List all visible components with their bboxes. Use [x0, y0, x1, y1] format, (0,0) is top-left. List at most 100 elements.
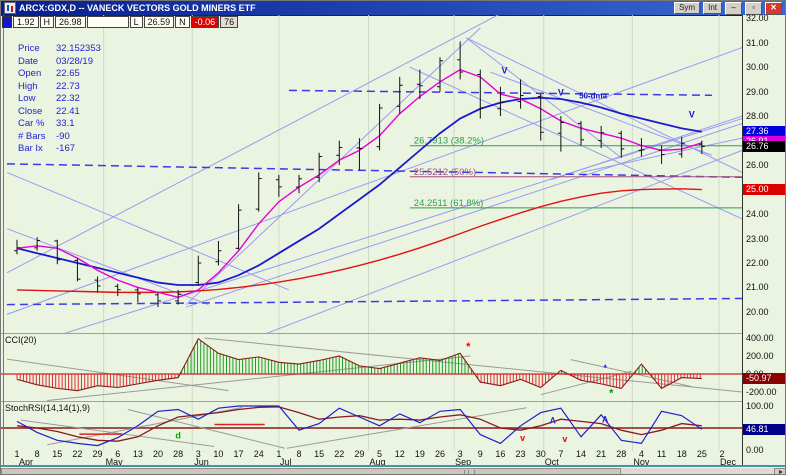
info-label: Low: [18, 93, 36, 104]
price-ytick: 21.00: [746, 282, 769, 293]
x-month-label: Nov: [633, 457, 650, 467]
quote-field: 76: [220, 16, 239, 28]
info-row: Bar Ix -167: [18, 143, 101, 156]
x-month-label: May: [105, 457, 123, 467]
quote-field: L: [129, 16, 143, 28]
trendline: [6, 171, 290, 291]
stochrsi-chart[interactable]: d v vΛ Λ: [1, 402, 742, 451]
cci-chart[interactable]: * ▲ *: [1, 334, 742, 401]
restore-button[interactable]: ▫: [745, 1, 762, 15]
x-tick: 3: [457, 449, 463, 459]
chart-marker: V: [501, 65, 507, 75]
sym-button[interactable]: Sym: [674, 2, 701, 14]
x-tick: 8: [34, 449, 40, 459]
x-tick: 25: [696, 449, 707, 459]
scrollbar-grip-icon[interactable]: [464, 470, 475, 474]
x-tick: 5: [377, 449, 383, 459]
chart-marker: *: [609, 387, 614, 399]
panel-separator: [1, 333, 742, 334]
info-row: Low 22.32: [18, 93, 101, 106]
quote-bar: 1.92 H 26.98 L 26.59 N -0.06 76: [2, 16, 239, 28]
x-tick: 28: [616, 449, 627, 459]
fib-level-label: 25.5212 (50%): [414, 167, 476, 178]
info-value: 22.41: [56, 105, 80, 117]
gray-trendline: [540, 370, 632, 396]
title-bar[interactable]: ARCX:GDX,D -- VANECK VECTORS GOLD MINERS…: [1, 1, 785, 16]
x-tick: 30: [535, 449, 546, 459]
chart-marker: v: [562, 434, 567, 444]
info-value: 33.1: [56, 118, 75, 129]
x-month-label: Oct: [544, 457, 559, 467]
chart-marker: d: [175, 431, 181, 441]
x-month-label: Dec: [719, 457, 736, 467]
x-tick: 15: [52, 449, 63, 459]
info-label: Bar Ix: [18, 143, 43, 154]
int-button[interactable]: Int: [703, 2, 722, 14]
trendline: [6, 47, 742, 315]
chart-marker: V: [558, 87, 564, 97]
quote-field: 1.92: [13, 16, 39, 28]
info-value: 22.73: [56, 80, 80, 92]
quote-field: N: [175, 16, 190, 28]
x-tick: 1: [276, 449, 282, 459]
chart-marker: Λ: [602, 415, 608, 425]
app-icon: [4, 2, 16, 14]
x-tick: 10: [213, 449, 224, 459]
x-month-label: Jun: [194, 457, 209, 467]
chart-marker: v: [520, 433, 525, 443]
stoch-ytick: 100.00: [746, 401, 774, 411]
info-label: # Bars: [18, 130, 46, 142]
x-axis: 1 8 15 22 29 6 13 20 28 3 10 17 24 1 8 15 22 29 5 12 19 26 3 9 1…: [1, 449, 761, 467]
info-row: High 22.73: [18, 81, 101, 94]
x-tick: 3: [195, 449, 201, 459]
minimize-button[interactable]: –: [725, 1, 742, 15]
scrollbar-thumb[interactable]: [1, 468, 621, 474]
trendline: [550, 115, 742, 181]
trendline: [465, 37, 742, 173]
stoch-line: [16, 405, 703, 447]
price-ytick: 32.00: [746, 13, 769, 24]
price-axis-tag: 27.36: [743, 126, 785, 138]
info-label: Date: [18, 55, 39, 67]
x-tick: 18: [676, 449, 687, 459]
x-tick: 1: [14, 449, 20, 459]
gray-trendline: [20, 419, 215, 447]
quote-field: 26.59: [143, 16, 175, 28]
price-chart[interactable]: 26.7913 (38.2%) 25.5212 (50%) 24.2511 (61.…: [1, 15, 742, 333]
chart-marker: ▲: [602, 364, 608, 370]
x-tick: 29: [92, 449, 103, 459]
info-panel: Price 32.152353 Date 03/28/19 Open 22.65 High 2…: [18, 43, 101, 156]
x-tick: 7: [558, 449, 564, 459]
stoch-ytick: 0.00: [746, 444, 764, 455]
quote-field: -0.06: [190, 16, 220, 28]
close-button[interactable]: ✕: [765, 1, 782, 15]
scroll-right-button[interactable]: [774, 468, 785, 474]
x-month-label: Apr: [19, 457, 34, 467]
info-row: Open 22.65: [18, 68, 101, 81]
x-tick: 26: [434, 449, 445, 459]
gray-trendline: [6, 358, 229, 392]
dashed-trendline: [6, 163, 742, 179]
x-tick: 15: [314, 449, 325, 459]
price-ytick: 31.00: [746, 37, 769, 48]
info-value: -90: [56, 130, 70, 142]
gray-trendline: [204, 337, 742, 393]
price-ytick: 24.00: [746, 209, 769, 220]
info-label: Price: [18, 43, 40, 54]
x-month-label: Aug: [369, 457, 386, 467]
x-tick: 20: [152, 449, 163, 459]
info-row: # Bars -90: [18, 131, 101, 144]
info-label: Open: [18, 68, 42, 79]
info-value: 32.152353: [56, 43, 101, 54]
quote-field: [86, 16, 129, 28]
quote-color-swatch: [2, 16, 12, 28]
trendline: [490, 71, 713, 156]
h-scrollbar[interactable]: [1, 468, 785, 474]
chart-marker: *: [466, 341, 471, 353]
x-tick: 12: [394, 449, 405, 459]
x-tick: 11: [656, 449, 667, 459]
cci-panel-label: CCI(20): [5, 335, 37, 345]
price-ytick: 29.00: [746, 86, 769, 97]
info-value: 03/28/19: [56, 55, 93, 67]
cci-axis-tag: -50.97: [743, 373, 785, 385]
